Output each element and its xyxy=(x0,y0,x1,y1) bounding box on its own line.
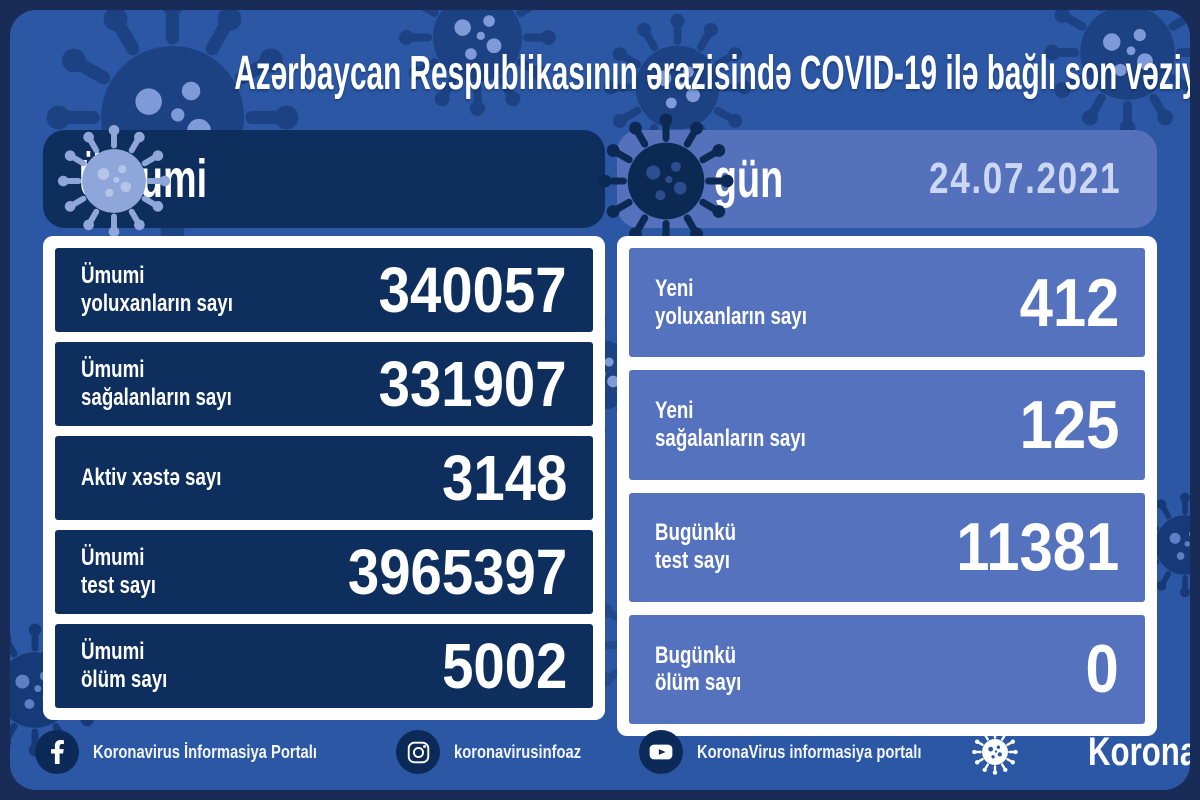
stat-label: Ümumi ölüm sayı xyxy=(81,638,167,694)
stat-row-new-infected: Yeni yoluxanların sayı 412 xyxy=(629,248,1145,358)
stat-label-line2: ölüm sayı xyxy=(655,669,742,697)
stat-row-total-recovered: Ümumi sağalanların sayı 331907 xyxy=(55,342,593,426)
stat-label-line1: Ümumi xyxy=(81,638,145,666)
stat-value: 125 xyxy=(1019,386,1119,463)
stat-value: 0 xyxy=(1085,631,1119,708)
stat-label: Ümumi sağalanların sayı xyxy=(81,356,232,412)
stat-label-line1: Bugünkü xyxy=(655,641,737,669)
stat-row-active-cases: Aktiv xəstə sayı 3148 xyxy=(55,436,593,520)
main-canvas: Azərbaycan Respublikasının ərazisində CO… xyxy=(10,10,1190,790)
stat-label: Aktiv xəstə sayı xyxy=(81,464,221,492)
stat-label-line1: Ümumi xyxy=(81,544,145,572)
today-panel: Yeni yoluxanların sayı 412 Yeni sağalanl… xyxy=(617,236,1157,736)
stat-label: Yeni sağalanların sayı xyxy=(655,397,806,453)
stat-row-total-infected: Ümumi yoluxanların sayı 340057 xyxy=(55,248,593,332)
stat-label-line2: ölüm sayı xyxy=(81,666,168,693)
youtube-icon xyxy=(639,730,684,774)
youtube-label: KoronaVirus informasiya portalı xyxy=(697,741,922,762)
stat-label-line1: Aktiv xəstə sayı xyxy=(81,464,222,492)
stat-label-line2: test sayı xyxy=(655,547,730,575)
totals-header-label: Ümumi xyxy=(79,149,208,209)
virus-logo-icon xyxy=(970,728,1019,776)
stat-row-total-tests: Ümumi test sayı 3965397 xyxy=(55,530,593,614)
instagram-link[interactable]: koronavirusinfoaz xyxy=(396,730,609,774)
facebook-link[interactable]: Koronavirus İnformasiya Portalı xyxy=(35,730,366,774)
stat-label-line1: Ümumi xyxy=(81,356,145,384)
logo-wordmark: KoronaVirus xyxy=(1087,729,1190,774)
stat-value: 340057 xyxy=(379,254,567,326)
stat-label-line2: sağalanların sayı xyxy=(81,384,232,411)
stat-label: Bugünkü test sayı xyxy=(655,519,736,575)
instagram-icon xyxy=(396,730,441,774)
stat-value: 5002 xyxy=(441,630,567,702)
stat-label: Bugünkü ölüm sayı xyxy=(655,642,741,698)
stat-label-line1: Yeni xyxy=(655,274,694,302)
stat-label-line2: sağalanların sayı xyxy=(655,424,806,452)
stat-label-line2: test sayı xyxy=(81,572,156,599)
stat-value: 331907 xyxy=(379,348,567,420)
instagram-label: koronavirusinfoaz xyxy=(454,741,582,762)
stat-row-total-deaths: Ümumi ölüm sayı 5002 xyxy=(55,624,593,708)
totals-panel: Ümumi yoluxanların sayı 340057 Ümumi sağ… xyxy=(43,236,605,720)
stat-label-line1: Yeni xyxy=(655,397,694,425)
stat-label-line1: Bugünkü xyxy=(655,519,737,547)
stat-value: 11381 xyxy=(955,509,1119,586)
totals-header-bar: Ümumi xyxy=(43,130,605,228)
stat-label-line2: yoluxanların sayı xyxy=(655,302,807,330)
stat-value: 412 xyxy=(1019,264,1119,341)
stat-value: 3148 xyxy=(441,442,567,514)
page-title: Azərbaycan Respublikasının ərazisində CO… xyxy=(234,47,1190,100)
stat-row-today-tests: Bugünkü test sayı 11381 xyxy=(629,492,1145,602)
stat-value: 3965397 xyxy=(347,536,567,608)
stat-label: Yeni yoluxanların sayı xyxy=(655,275,807,331)
stat-label-line1: Ümumi xyxy=(81,262,145,290)
footer: Koronavirus İnformasiya Portalı koronavi… xyxy=(35,726,1190,778)
stat-row-today-deaths: Bugünkü ölüm sayı 0 xyxy=(629,614,1145,724)
today-header-label: Bu gün xyxy=(653,149,784,209)
report-date: 24.07.2021 xyxy=(928,154,1121,203)
facebook-label: Koronavirus İnformasiya Portalı xyxy=(93,741,317,762)
facebook-icon xyxy=(35,730,79,774)
stat-label: Ümumi test sayı xyxy=(81,544,156,600)
youtube-link[interactable]: KoronaVirus informasiya portalı xyxy=(639,730,971,774)
stat-label-line2: yoluxanların sayı xyxy=(81,290,233,317)
today-header-bar: Bu gün 24.07.2021 xyxy=(617,130,1157,228)
stat-label: Ümumi yoluxanların sayı xyxy=(81,262,233,318)
stat-row-new-recovered: Yeni sağalanların sayı 125 xyxy=(629,370,1145,480)
